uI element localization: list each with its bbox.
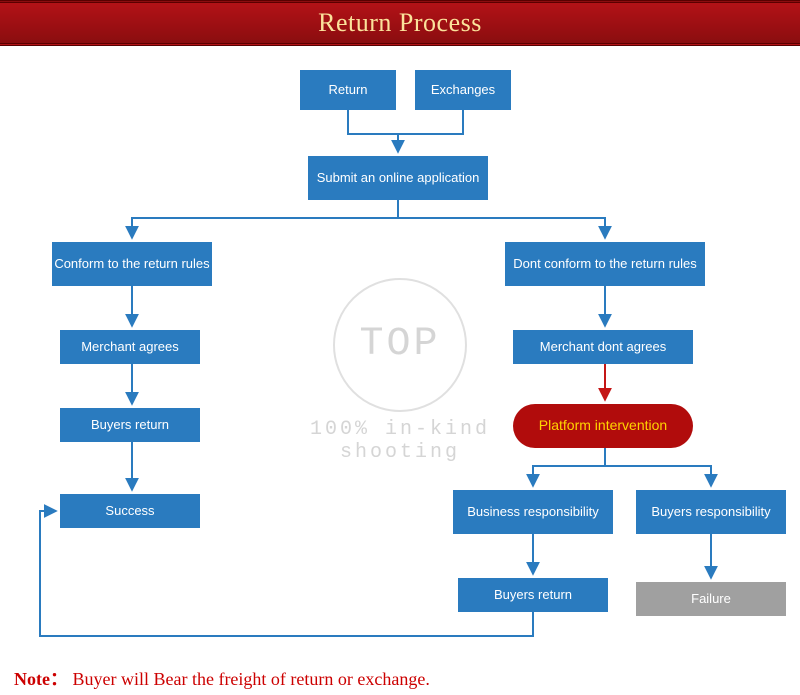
watermark-line2: shooting — [310, 441, 490, 464]
edge-submit-notconf — [398, 218, 605, 237]
node-buy_ret2: Buyers return — [458, 578, 608, 612]
node-conform: Conform to the return rules — [52, 242, 212, 286]
edge-submit-conform — [132, 200, 398, 237]
footer-note: Note： Buyer will Bear the freight of ret… — [14, 665, 430, 691]
edge-platform-buy_resp — [605, 466, 711, 485]
watermark: TOP 100% in-kind shooting — [310, 278, 490, 464]
node-success: Success — [60, 494, 200, 528]
title-banner: Return Process — [0, 0, 800, 46]
page-title: Return Process — [318, 8, 482, 38]
edge-platform-biz_resp — [533, 448, 605, 485]
node-failure: Failure — [636, 582, 786, 616]
edge-return-submit — [348, 110, 398, 151]
node-m_agree: Merchant agrees — [60, 330, 200, 364]
note-label: Note： — [14, 669, 68, 689]
node-m_nagree: Merchant dont agrees — [513, 330, 693, 364]
node-biz_resp: Business responsibility — [453, 490, 613, 534]
node-submit: Submit an online application — [308, 156, 488, 200]
node-return: Return — [300, 70, 396, 110]
watermark-big: TOP — [333, 278, 467, 412]
node-exchanges: Exchanges — [415, 70, 511, 110]
node-platform: Platform intervention — [513, 404, 693, 448]
note-text: Buyer will Bear the freight of return or… — [72, 669, 429, 689]
node-notconf: Dont conform to the return rules — [505, 242, 705, 286]
node-buy_resp: Buyers responsibility — [636, 490, 786, 534]
flowchart-canvas: TOP 100% in-kind shooting Return Exchange… — [0, 46, 800, 695]
watermark-line1: 100% in-kind — [310, 418, 490, 441]
node-buy_ret1: Buyers return — [60, 408, 200, 442]
edge-exchanges-submit — [398, 110, 463, 134]
